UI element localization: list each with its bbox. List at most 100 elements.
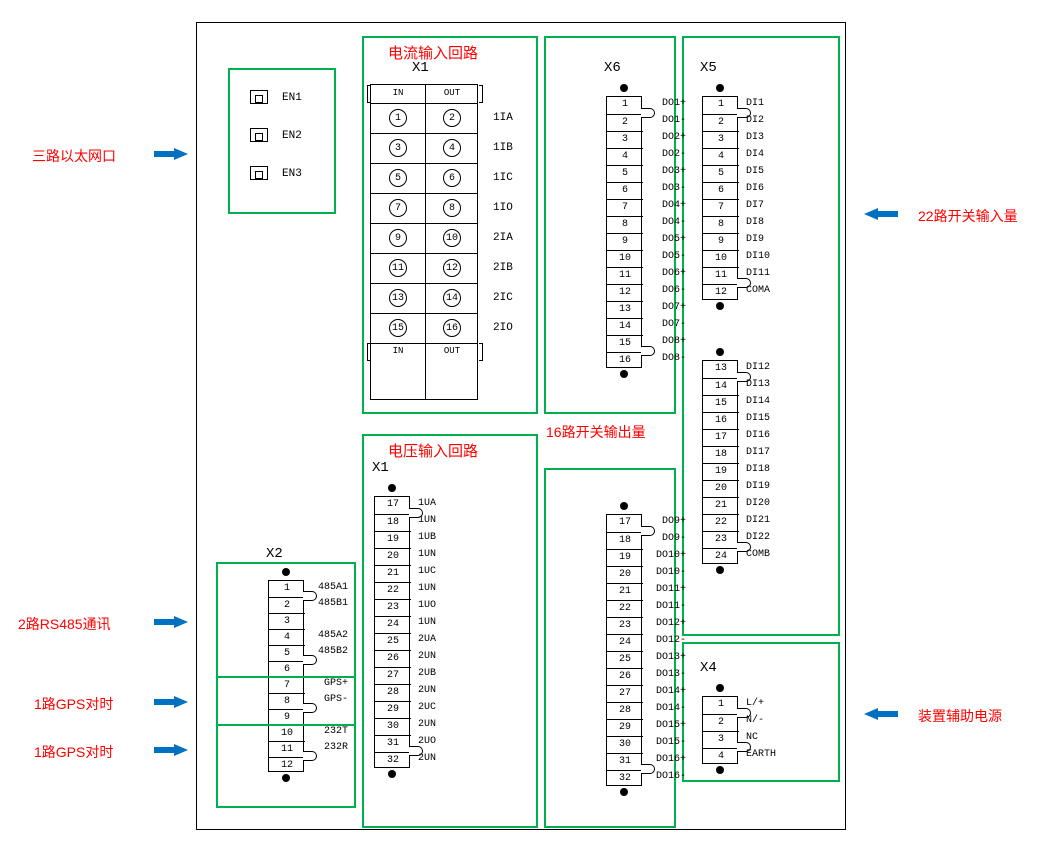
section-divider [216, 724, 356, 726]
x4-title: X4 [700, 660, 717, 676]
terminal-row: 11 [703, 267, 739, 284]
ct-row-label: 2IA [493, 232, 513, 244]
ct-terminal: 16 [443, 319, 461, 337]
terminal-label: DO16- [656, 771, 686, 782]
terminal-row: 14 [703, 378, 739, 395]
terminal-row: 9 [703, 233, 739, 250]
terminal-row: 32 [607, 770, 643, 787]
terminal-row: 13 [703, 361, 739, 378]
terminal-row: 6 [607, 182, 643, 199]
x1-pt-title: X1 [372, 460, 389, 476]
terminal-label: 485A1 [318, 582, 348, 593]
terminal-label: DI14 [746, 396, 770, 407]
terminal-row: 19 [703, 463, 739, 480]
terminal-row: 1 [269, 581, 305, 597]
terminal-label: EARTH [746, 749, 776, 760]
terminal-row: 29 [607, 719, 643, 736]
terminal-row: 16 [607, 352, 643, 369]
terminal-label: DO5- [662, 251, 686, 262]
x5-top-strip: 123456789101112DI1DI2DI3DI4DI5DI6DI7DI8D… [702, 82, 822, 314]
ct-terminal: 4 [443, 139, 461, 157]
terminal-row: 8 [703, 216, 739, 233]
terminal-row: 24 [703, 548, 739, 565]
arrow-di [864, 208, 878, 220]
terminal-row: 23 [607, 617, 643, 634]
ct-terminal: 15 [389, 319, 407, 337]
terminal-label: DI16 [746, 430, 770, 441]
terminal-row: 28 [607, 702, 643, 719]
terminal-body: 12345678910111213141516 [606, 96, 642, 368]
terminal-label: DI9 [746, 234, 764, 245]
terminal-label: DI19 [746, 481, 770, 492]
terminal-label: DI6 [746, 183, 764, 194]
diagram-canvas: 三路以太网口 2路RS485通讯 1路GPS对时 1路GPS对时 22路开关输入… [10, 10, 1044, 841]
callout-do: 16路开关输出量 [546, 422, 646, 442]
ethernet-port-label: EN2 [282, 130, 302, 142]
terminal-row: 7 [607, 199, 643, 216]
terminal-label: DO2+ [662, 132, 686, 143]
ct-terminal: 7 [389, 199, 407, 217]
notch-icon [641, 526, 655, 536]
terminal-row: 2 [269, 597, 305, 613]
ct-hdr-in: IN [371, 346, 425, 356]
terminal-row: 13 [607, 301, 643, 318]
x1-pt-strip: 171819202122232425262728293031321UA1UN1U… [374, 482, 494, 782]
terminal-label: DO5+ [662, 234, 686, 245]
terminal-row: 17 [607, 515, 643, 532]
terminal-label: 1UN [418, 549, 436, 560]
terminal-label: DI1 [746, 98, 764, 109]
terminal-row: 24 [607, 634, 643, 651]
terminal-label: DI10 [746, 251, 770, 262]
terminal-row: 31 [607, 753, 643, 770]
ct-hdr-out: OUT [425, 88, 479, 98]
terminal-row: 7 [269, 677, 305, 693]
terminal-row: 2 [607, 114, 643, 131]
x2-strip: 123456789101112485A1485B1485A2485B2GPS+G… [268, 566, 388, 786]
ct-terminal: 8 [443, 199, 461, 217]
terminal-row: 27 [607, 685, 643, 702]
terminal-body: 17181920212223242526272829303132 [606, 514, 642, 786]
terminal-row: 9 [607, 233, 643, 250]
terminal-label: DO6- [662, 285, 686, 296]
terminal-row: 15 [607, 335, 643, 352]
terminal-row: 5 [269, 645, 305, 661]
terminal-label: DI22 [746, 532, 770, 543]
ct-terminal: 5 [389, 169, 407, 187]
terminal-label: DI13 [746, 379, 770, 390]
terminal-label: 485A2 [318, 630, 348, 641]
terminal-label: COMA [746, 285, 770, 296]
terminal-label: 2UB [418, 668, 436, 679]
terminal-label: DO10+ [656, 550, 686, 561]
terminal-row: 19 [607, 549, 643, 566]
terminal-row: 4 [269, 629, 305, 645]
ct-row-label: 2IB [493, 262, 513, 274]
ethernet-port-icon [250, 166, 268, 180]
ct-hdr-in: IN [371, 88, 425, 98]
terminal-label: 485B2 [318, 646, 348, 657]
ct-terminal: 2 [443, 109, 461, 127]
screw-dot-icon [388, 484, 396, 492]
x1-ct-block: INOUT121IA341IB561IC781IO9102IA11122IB13… [370, 84, 478, 400]
x1-ct-title: X1 [412, 60, 429, 76]
terminal-label: 2UA [418, 634, 436, 645]
terminal-row: 17 [375, 497, 411, 514]
terminal-row: 11 [269, 741, 305, 757]
terminal-row: 2 [703, 714, 739, 731]
terminal-row: 17 [703, 429, 739, 446]
terminal-row: 5 [703, 165, 739, 182]
terminal-row: 12 [607, 284, 643, 301]
notch-icon [303, 591, 317, 601]
x6-title: X6 [604, 60, 621, 76]
terminal-row: 8 [269, 693, 305, 709]
callout-gps1: 1路GPS对时 [34, 694, 113, 714]
terminal-row: 10 [607, 250, 643, 267]
screw-dot-icon [620, 370, 628, 378]
notch-icon [303, 751, 317, 761]
terminal-label: DI2 [746, 115, 764, 126]
screw-dot-icon [620, 84, 628, 92]
terminal-row: 20 [607, 566, 643, 583]
terminal-body: 131415161718192021222324 [702, 360, 738, 564]
screw-dot-icon [716, 684, 724, 692]
terminal-row: 3 [703, 131, 739, 148]
terminal-row: 6 [703, 182, 739, 199]
